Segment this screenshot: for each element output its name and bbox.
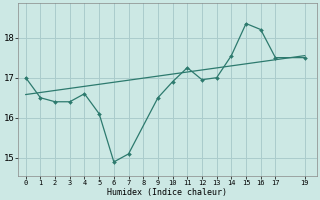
X-axis label: Humidex (Indice chaleur): Humidex (Indice chaleur) [108,188,228,197]
